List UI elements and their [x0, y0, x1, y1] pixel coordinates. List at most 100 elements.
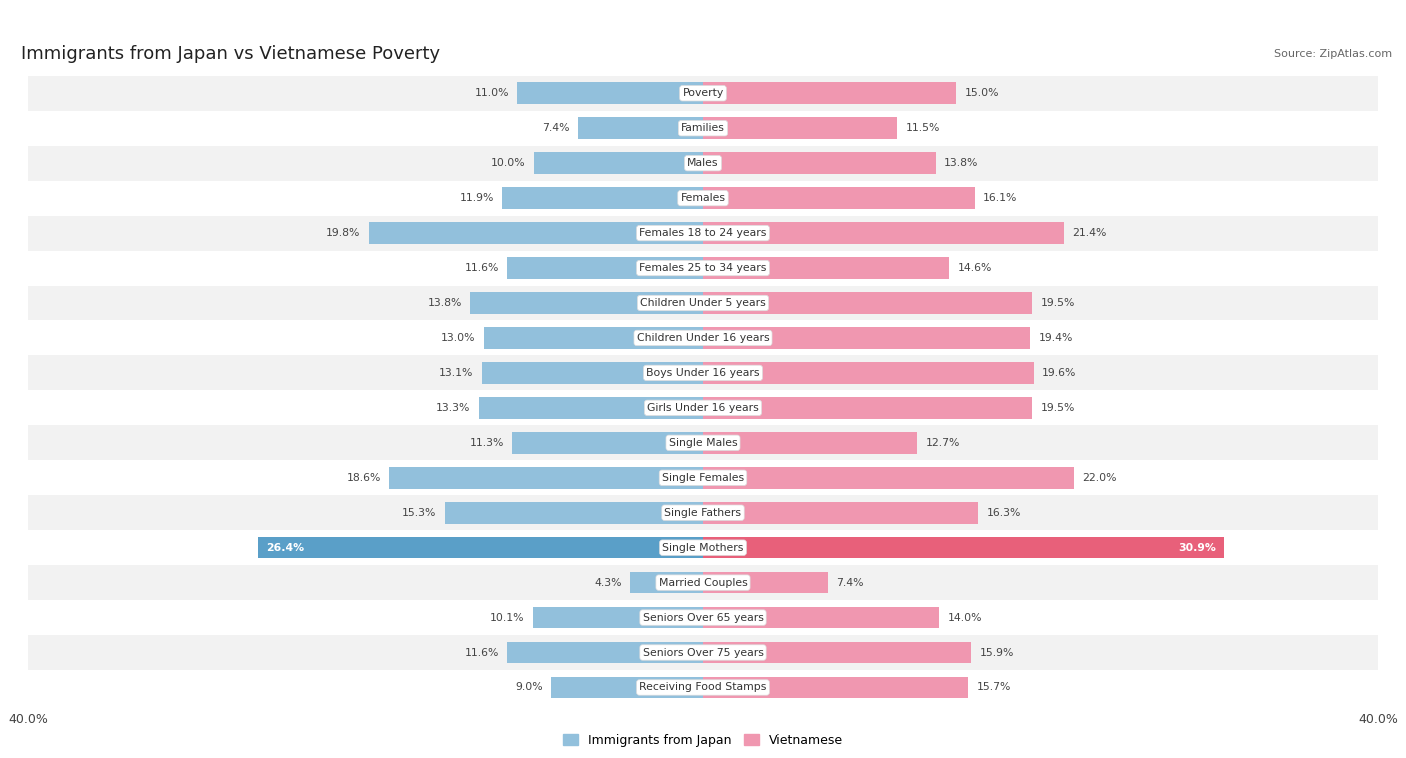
- Bar: [703, 502, 979, 524]
- Text: Single Females: Single Females: [662, 473, 744, 483]
- Text: 30.9%: 30.9%: [1178, 543, 1216, 553]
- Text: Children Under 16 years: Children Under 16 years: [637, 333, 769, 343]
- Bar: [28, 251, 1378, 286]
- Bar: [703, 537, 1225, 559]
- Bar: [28, 180, 1378, 215]
- Bar: [703, 677, 967, 698]
- Bar: [630, 572, 703, 594]
- Bar: [551, 677, 703, 698]
- Bar: [502, 187, 703, 209]
- Bar: [534, 152, 703, 174]
- Text: Children Under 5 years: Children Under 5 years: [640, 298, 766, 308]
- Bar: [508, 642, 703, 663]
- Bar: [703, 572, 828, 594]
- Bar: [508, 257, 703, 279]
- Text: Seniors Over 65 years: Seniors Over 65 years: [643, 612, 763, 622]
- Text: 22.0%: 22.0%: [1083, 473, 1118, 483]
- Bar: [703, 467, 1074, 489]
- Bar: [482, 362, 703, 384]
- Bar: [389, 467, 703, 489]
- Text: 19.6%: 19.6%: [1042, 368, 1077, 378]
- Bar: [703, 83, 956, 104]
- Bar: [703, 606, 939, 628]
- Text: 15.9%: 15.9%: [980, 647, 1014, 657]
- Text: 13.8%: 13.8%: [945, 158, 979, 168]
- Text: Families: Families: [681, 124, 725, 133]
- Text: Single Mothers: Single Mothers: [662, 543, 744, 553]
- Text: Single Males: Single Males: [669, 438, 737, 448]
- Text: 21.4%: 21.4%: [1073, 228, 1107, 238]
- Bar: [703, 362, 1033, 384]
- Bar: [703, 432, 917, 453]
- Text: 11.6%: 11.6%: [464, 647, 499, 657]
- Bar: [512, 432, 703, 453]
- Text: 13.0%: 13.0%: [440, 333, 475, 343]
- Bar: [478, 397, 703, 418]
- Text: Females 25 to 34 years: Females 25 to 34 years: [640, 263, 766, 273]
- Bar: [28, 146, 1378, 180]
- Text: 18.6%: 18.6%: [346, 473, 381, 483]
- Text: Females 18 to 24 years: Females 18 to 24 years: [640, 228, 766, 238]
- Text: 4.3%: 4.3%: [595, 578, 621, 587]
- Bar: [28, 635, 1378, 670]
- Text: 14.6%: 14.6%: [957, 263, 993, 273]
- Bar: [28, 670, 1378, 705]
- Bar: [484, 327, 703, 349]
- Text: 7.4%: 7.4%: [837, 578, 863, 587]
- Bar: [703, 397, 1032, 418]
- Text: 16.3%: 16.3%: [987, 508, 1021, 518]
- Bar: [28, 215, 1378, 251]
- Bar: [703, 292, 1032, 314]
- Text: 11.3%: 11.3%: [470, 438, 503, 448]
- Bar: [28, 286, 1378, 321]
- Text: 15.7%: 15.7%: [976, 682, 1011, 693]
- Text: 15.0%: 15.0%: [965, 88, 1000, 99]
- Text: 15.3%: 15.3%: [402, 508, 436, 518]
- Text: 7.4%: 7.4%: [543, 124, 569, 133]
- Bar: [470, 292, 703, 314]
- Text: Girls Under 16 years: Girls Under 16 years: [647, 402, 759, 413]
- Bar: [703, 152, 936, 174]
- Bar: [257, 537, 703, 559]
- Text: 19.8%: 19.8%: [326, 228, 360, 238]
- Bar: [703, 257, 949, 279]
- Text: Females: Females: [681, 193, 725, 203]
- Bar: [28, 111, 1378, 146]
- Bar: [28, 390, 1378, 425]
- Bar: [28, 530, 1378, 565]
- Bar: [28, 460, 1378, 495]
- Bar: [533, 606, 703, 628]
- Bar: [578, 117, 703, 139]
- Bar: [517, 83, 703, 104]
- Bar: [703, 117, 897, 139]
- Text: 16.1%: 16.1%: [983, 193, 1018, 203]
- Text: 26.4%: 26.4%: [266, 543, 304, 553]
- Bar: [368, 222, 703, 244]
- Bar: [28, 76, 1378, 111]
- Bar: [28, 356, 1378, 390]
- Text: 19.5%: 19.5%: [1040, 402, 1074, 413]
- Legend: Immigrants from Japan, Vietnamese: Immigrants from Japan, Vietnamese: [558, 729, 848, 752]
- Text: Source: ZipAtlas.com: Source: ZipAtlas.com: [1274, 49, 1392, 59]
- Text: Married Couples: Married Couples: [658, 578, 748, 587]
- Bar: [703, 642, 972, 663]
- Text: 13.8%: 13.8%: [427, 298, 461, 308]
- Text: Seniors Over 75 years: Seniors Over 75 years: [643, 647, 763, 657]
- Text: 12.7%: 12.7%: [925, 438, 960, 448]
- Text: 14.0%: 14.0%: [948, 612, 983, 622]
- Text: Boys Under 16 years: Boys Under 16 years: [647, 368, 759, 378]
- Text: Single Fathers: Single Fathers: [665, 508, 741, 518]
- Text: 13.3%: 13.3%: [436, 402, 470, 413]
- Text: Immigrants from Japan vs Vietnamese Poverty: Immigrants from Japan vs Vietnamese Pove…: [21, 45, 440, 63]
- Text: 11.5%: 11.5%: [905, 124, 939, 133]
- Text: 10.0%: 10.0%: [491, 158, 526, 168]
- Text: Receiving Food Stamps: Receiving Food Stamps: [640, 682, 766, 693]
- Bar: [703, 222, 1064, 244]
- Bar: [28, 495, 1378, 530]
- Text: 11.9%: 11.9%: [460, 193, 494, 203]
- Bar: [28, 600, 1378, 635]
- Text: 10.1%: 10.1%: [489, 612, 524, 622]
- Bar: [28, 425, 1378, 460]
- Bar: [28, 321, 1378, 356]
- Text: 13.1%: 13.1%: [439, 368, 474, 378]
